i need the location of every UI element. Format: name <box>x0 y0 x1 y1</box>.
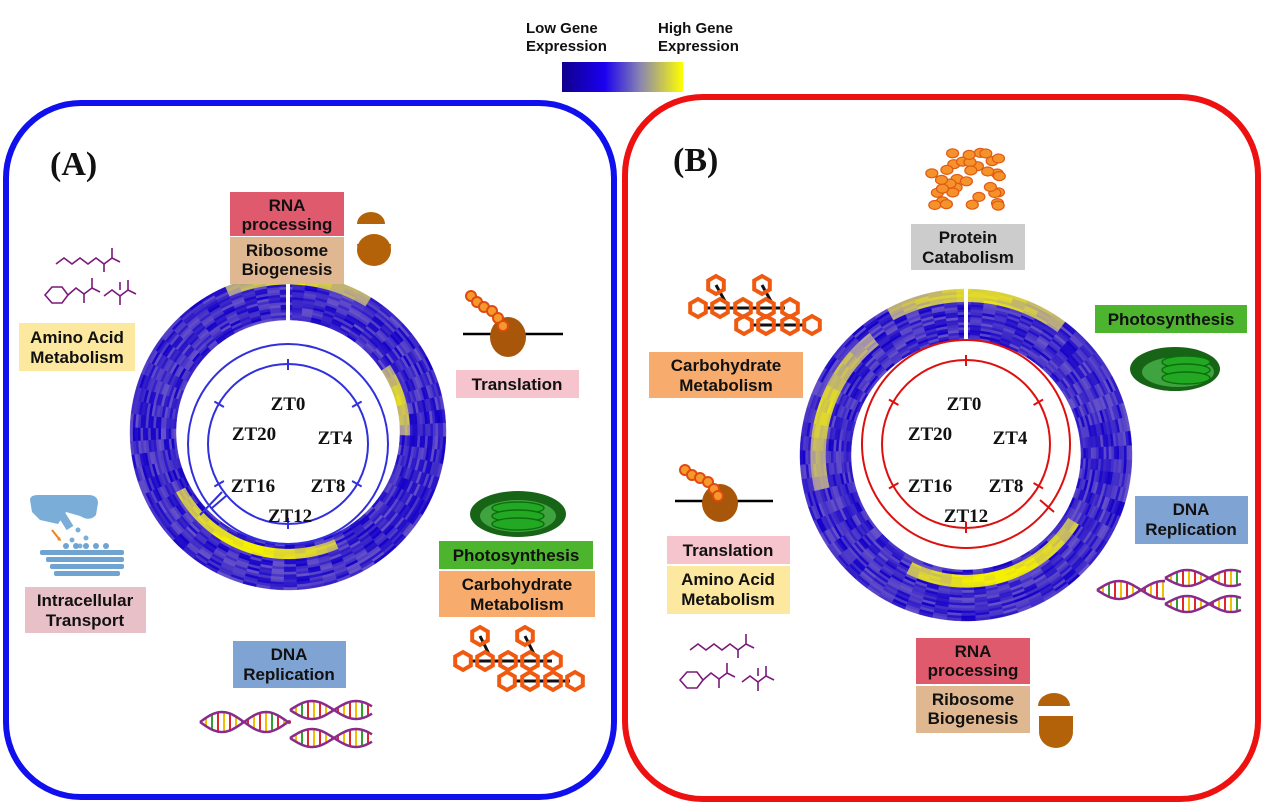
clock-label-zt20: ZT20 <box>908 424 952 445</box>
vesicle-transport-icon <box>30 495 124 576</box>
clock-label-zt16: ZT16 <box>231 476 275 497</box>
clock-label-zt8: ZT8 <box>311 476 346 497</box>
svg-text:Translation: Translation <box>472 375 563 394</box>
legend-color-bar <box>562 62 683 92</box>
amino-acid-structures-icon <box>43 248 137 305</box>
panel-a-heatmap-ring <box>129 272 447 591</box>
protein-fragments-icon <box>925 147 1006 211</box>
dna-helix-icon <box>199 699 373 749</box>
clock-label-zt0: ZT0 <box>271 394 306 415</box>
panel-b-protein-catabolism-box: Protein Catabolism <box>911 224 1025 270</box>
panel-a-rna-processing-box: RNA processing <box>230 192 344 236</box>
expression-legend: Low Gene Expression High Gene Expression <box>526 20 739 92</box>
panel-a-carbohydrate-box: Carbohydrate Metabolism <box>439 571 595 617</box>
clock-label-zt8: ZT8 <box>989 476 1024 497</box>
carbohydrate-molecule-icon <box>453 624 585 693</box>
svg-text:Photosynthesis: Photosynthesis <box>1108 310 1235 329</box>
panel-b-border <box>622 94 1261 802</box>
dna-helix-icon <box>1096 568 1242 614</box>
legend-low-label: Low Gene Expression <box>526 20 607 55</box>
panel-b-letter: (B) <box>673 142 718 179</box>
clock-label-zt0: ZT0 <box>947 394 982 415</box>
clock-label-zt12: ZT12 <box>268 506 312 527</box>
panel-a-translation-box: Translation <box>456 370 579 398</box>
clock-label-zt16: ZT16 <box>908 476 952 497</box>
panel-a-ribosome-biogenesis-box: Ribosome Biogenesis <box>230 237 344 284</box>
svg-text:Photosynthesis: Photosynthesis <box>453 546 580 565</box>
amino-acid-structures-icon <box>678 634 775 691</box>
chloroplast-icon <box>1130 347 1220 391</box>
panel-a-border <box>3 100 617 800</box>
translating-ribosome-icon <box>675 464 773 522</box>
clock-label-zt12: ZT12 <box>944 506 988 527</box>
clock-label-zt4: ZT4 <box>318 428 353 449</box>
clock-label-zt20: ZT20 <box>232 424 276 445</box>
chloroplast-icon <box>470 491 566 537</box>
panel-b-photosynthesis-box: Photosynthesis <box>1095 305 1247 333</box>
panel-a-dna-box: DNA Replication <box>233 641 346 688</box>
panel-a-letter: (A) <box>50 146 97 183</box>
ribosome-icon <box>1038 693 1073 748</box>
panel-b-rna-processing-box: RNA processing <box>916 638 1030 684</box>
ribosome-icon <box>357 212 391 266</box>
panel-b-translation-box: Translation <box>667 536 790 564</box>
translating-ribosome-icon <box>463 290 563 357</box>
panel-b-heatmap-ring <box>799 287 1133 622</box>
clock-label-zt4: ZT4 <box>993 428 1028 449</box>
panel-a-clock: ZT0 ZT4 ZT8 ZT12 ZT16 ZT20 <box>187 343 389 545</box>
panel-b-ribosome-biogenesis-box: Ribosome Biogenesis <box>916 686 1030 733</box>
panel-b-dna-box: DNA Replication <box>1135 496 1248 544</box>
panel-b-amino-acid-box: Amino Acid Metabolism <box>667 566 790 614</box>
svg-text:Translation: Translation <box>683 541 774 560</box>
panel-a-transport-box: Intracellular Transport <box>25 587 146 633</box>
panel-a-amino-acid-box: Amino Acid Metabolism <box>19 323 135 371</box>
legend-high-label: High Gene Expression <box>658 20 739 55</box>
panel-a-photosynthesis-box: Photosynthesis <box>439 541 593 569</box>
carbohydrate-molecule-icon <box>688 273 822 337</box>
panel-b-carbohydrate-box: Carbohydrate Metabolism <box>649 352 803 398</box>
